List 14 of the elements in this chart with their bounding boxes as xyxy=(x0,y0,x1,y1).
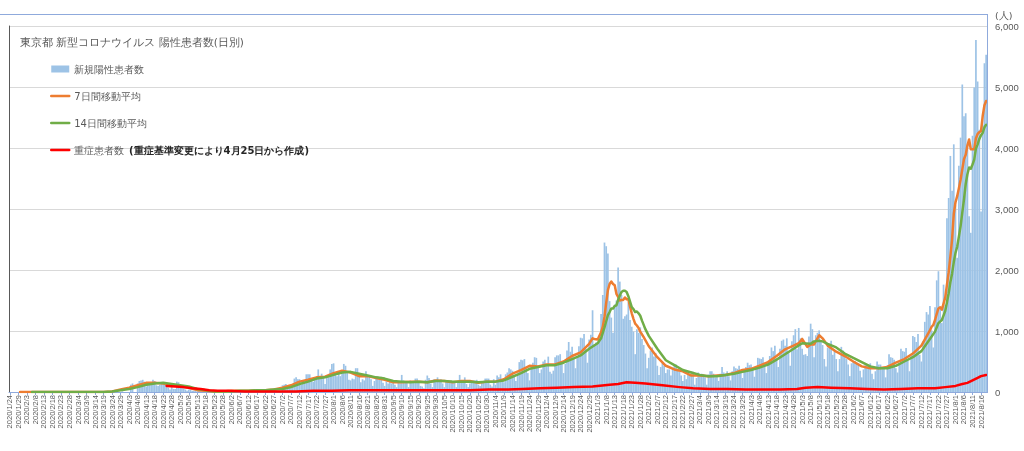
y-axis-title: (人) xyxy=(995,9,1013,21)
y-tick-label: 0 xyxy=(995,386,1001,398)
legend-label: 14日間移動平均 xyxy=(74,117,147,129)
text: 東京都 新型コロナウイルス 陽性患者数(日別) xyxy=(20,35,244,48)
y-tick-label: 1,000 xyxy=(995,325,1019,337)
legend-label: 新規陽性患者数 xyxy=(74,63,145,75)
annotation: (重症基準変更により4月25日から作成) xyxy=(129,144,310,156)
legend-label: 重症患者数 xyxy=(74,144,125,156)
legend-label: 7日間移動平均 xyxy=(74,90,141,102)
y-tick-label: 2,000 xyxy=(995,264,1019,276)
y-tick-label: 5,000 xyxy=(995,81,1019,93)
y-tick-label: 4,000 xyxy=(995,142,1019,154)
y-tick-label: 3,000 xyxy=(995,203,1019,215)
y-tick-label: 6,000 xyxy=(995,20,1019,32)
